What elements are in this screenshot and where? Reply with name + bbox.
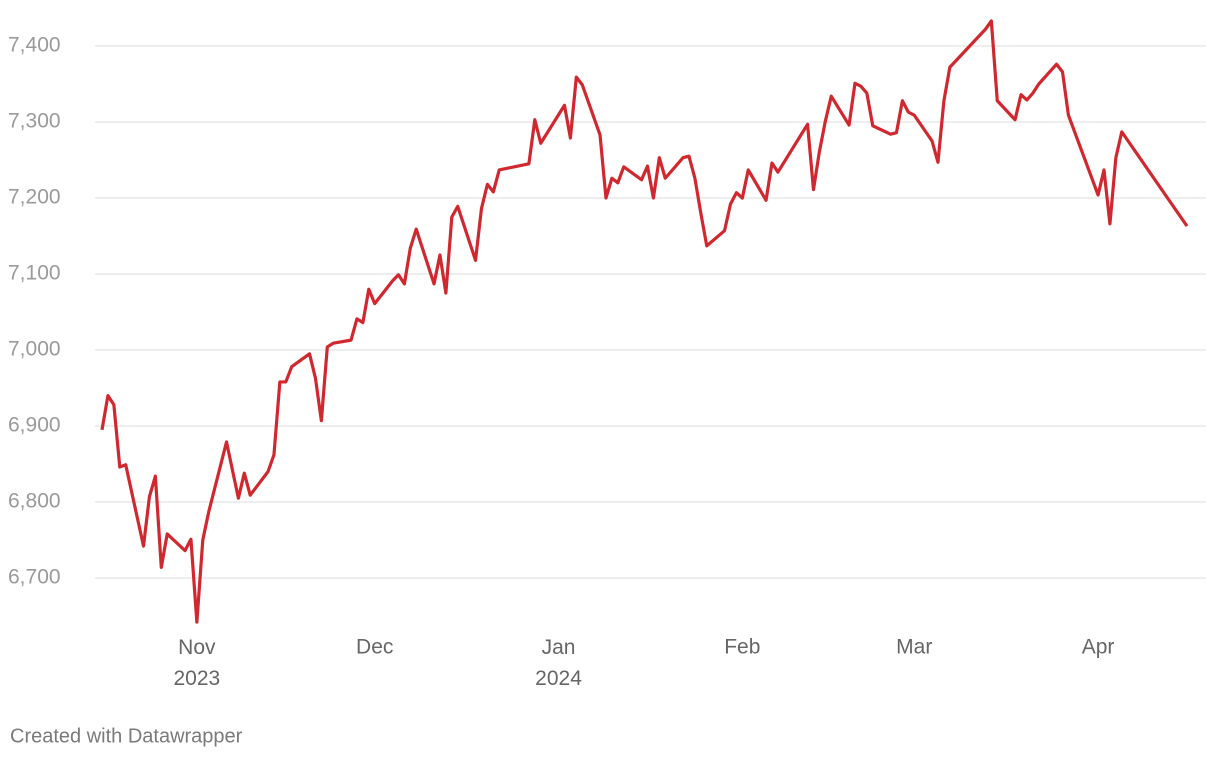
y-tick-label: 7,000 xyxy=(8,338,61,361)
x-tick-label: Dec xyxy=(356,636,393,659)
y-tick-label: 6,900 xyxy=(8,414,61,437)
y-tick-label: 7,100 xyxy=(8,262,61,285)
y-tick-label: 6,700 xyxy=(8,566,61,589)
x-tick-label: Nov 2023 xyxy=(174,636,221,690)
x-tick-label: Feb xyxy=(724,636,760,659)
footer-credit: Created with Datawrapper xyxy=(10,725,243,747)
y-tick-label: 7,400 xyxy=(8,34,61,57)
x-tick-label: Jan 2024 xyxy=(535,636,582,690)
y-tick-label: 7,300 xyxy=(8,110,61,133)
y-tick-label: 7,200 xyxy=(8,186,61,209)
price-line xyxy=(100,19,1189,624)
x-tick-label: Mar xyxy=(896,636,932,659)
x-tick-label: Apr xyxy=(1082,636,1115,659)
y-tick-label: 6,800 xyxy=(8,490,61,513)
